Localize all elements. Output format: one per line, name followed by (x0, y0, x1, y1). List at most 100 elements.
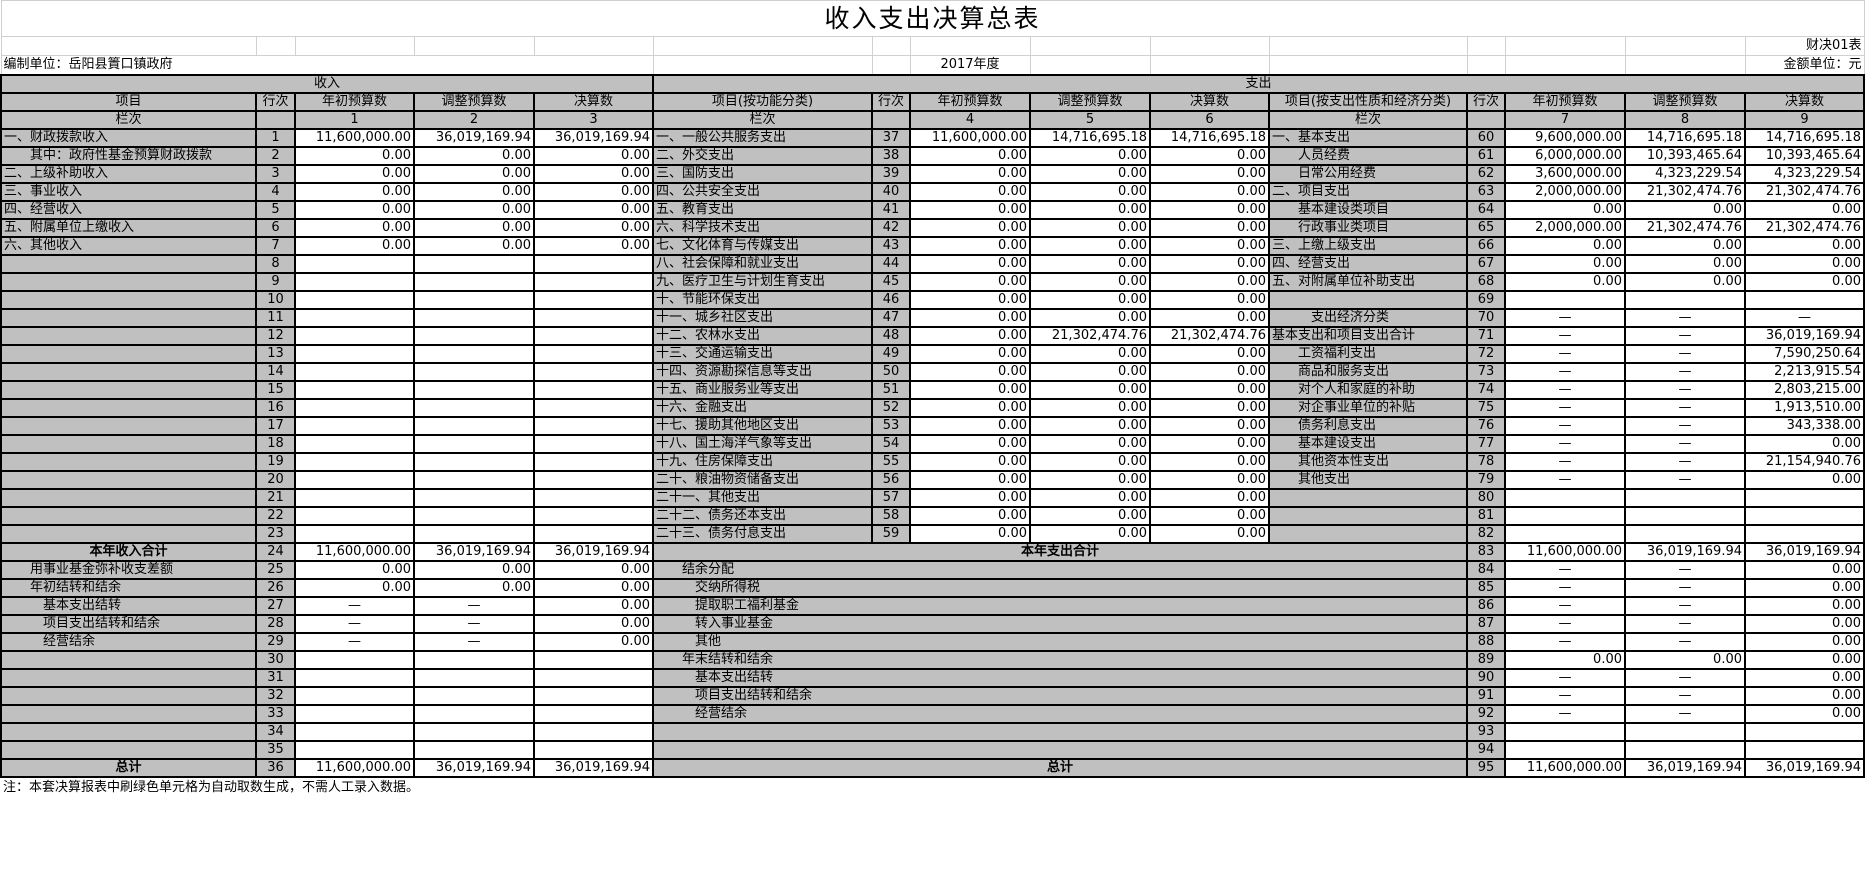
income-amount (533, 452, 654, 472)
income-amount (533, 362, 654, 382)
income-amount (413, 740, 535, 760)
function-expense-line-number: 37 (871, 128, 911, 148)
income-amount (413, 254, 535, 274)
economic-expense-amount (1744, 488, 1865, 508)
economic-expense-item-label: 工资福利支出 (1268, 344, 1468, 364)
income-line-number: 34 (255, 722, 296, 742)
economic-expense-line-number: 83 (1466, 542, 1506, 562)
table-row: 8 八、社会保障和就业支出 44 0.00 0.00 0.00 四、经营支出 67 0.00 0.… (0, 254, 1865, 274)
economic-expense-amount (1624, 290, 1746, 310)
income-amount (413, 362, 535, 382)
economic-expense-line-number: 69 (1466, 290, 1506, 310)
function-expense-amount: 0.00 (909, 470, 1031, 490)
function-expense-line-number: 47 (871, 308, 911, 328)
table-row: 9 九、医疗卫生与计划生育支出 45 0.00 0.00 0.00 五、对附属单位补助支出 6… (0, 272, 1865, 292)
income-item-label (0, 380, 257, 400)
economic-expense-line-number: 85 (1466, 578, 1506, 598)
table-row: 用事业基金弥补收支差额 25 0.00 0.00 0.00 结余分配 84— —0.00 (0, 560, 1865, 580)
income-line-number: 22 (255, 506, 296, 526)
function-expense-line-number: 59 (871, 524, 911, 544)
economic-expense-line-number: 60 (1466, 128, 1506, 148)
function-expense-amount: 0.00 (1149, 380, 1270, 400)
income-amount: 0.00 (413, 164, 535, 184)
economic-expense-amount: 0.00 (1624, 236, 1746, 256)
income-amount: 0.00 (533, 578, 654, 598)
economic-expense-amount: 3,600,000.00 (1504, 164, 1626, 184)
function-expense-amount: 0.00 (909, 182, 1031, 202)
economic-expense-amount (1504, 524, 1626, 544)
income-line-number: 2 (255, 146, 296, 166)
income-item-label: 其中：政府性基金预算财政拨款 (0, 146, 257, 166)
function-expense-amount: 11,600,000.00 (909, 128, 1031, 148)
expense-item-label: 经营结余 (652, 704, 1468, 724)
economic-expense-item-label: 债务利息支出 (1268, 416, 1468, 436)
income-amount (413, 722, 535, 742)
income-item-label (0, 686, 257, 706)
income-amount (294, 488, 415, 508)
function-expense-amount: 0.00 (1029, 236, 1151, 256)
income-amount (294, 380, 415, 400)
economic-expense-amount: 0.00 (1744, 668, 1865, 688)
economic-expense-amount: 0.00 (1744, 272, 1865, 292)
economic-expense-amount (1504, 488, 1626, 508)
table-row: 10 十、节能环保支出 46 0.00 0.00 0.00 69 (0, 290, 1865, 310)
economic-expense-amount: — (1624, 686, 1746, 706)
income-item-label (0, 434, 257, 454)
economic-expense-line-number: 92 (1466, 704, 1506, 724)
income-amount: 0.00 (413, 200, 535, 220)
economic-expense-amount (1624, 524, 1746, 544)
income-amount: 0.00 (294, 182, 415, 202)
function-expense-amount: 0.00 (1029, 434, 1151, 454)
column-header: 项目(按功能分类) (652, 92, 873, 112)
income-item-label (0, 416, 257, 436)
income-amount (413, 380, 535, 400)
table-row: 基本支出结转 27— —0.00 提取职工福利基金 86— —0.00 (0, 596, 1865, 616)
function-expense-line-number: 55 (871, 452, 911, 472)
income-item-label: 三、事业收入 (0, 182, 257, 202)
expense-item-label: 其他 (652, 632, 1468, 652)
economic-expense-item-label (1268, 290, 1468, 310)
income-amount (294, 470, 415, 490)
economic-expense-amount: 0.00 (1504, 254, 1626, 274)
income-amount (533, 704, 654, 724)
economic-expense-item-label: 日常公用经费 (1268, 164, 1468, 184)
economic-expense-amount: 4,323,229.54 (1624, 164, 1746, 184)
economic-expense-line-number: 73 (1466, 362, 1506, 382)
economic-expense-amount: — (1504, 344, 1626, 364)
function-expense-amount: 0.00 (909, 524, 1031, 544)
economic-expense-amount (1744, 524, 1865, 544)
function-expense-amount: 0.00 (1029, 416, 1151, 436)
column-number (871, 110, 911, 130)
economic-expense-amount: — (1624, 614, 1746, 634)
economic-expense-amount (1504, 740, 1626, 760)
column-header: 决算数 (1149, 92, 1270, 112)
function-expense-item-label: 一、一般公共服务支出 (652, 128, 873, 148)
column-header: 年初预算数 (1504, 92, 1626, 112)
economic-expense-line-number: 70 (1466, 308, 1506, 328)
column-number: 栏次 (0, 110, 257, 130)
economic-expense-amount: — (1504, 398, 1626, 418)
income-amount (413, 470, 535, 490)
expense-item-label (652, 722, 1468, 742)
economic-expense-amount (1624, 740, 1746, 760)
income-amount: — (294, 596, 415, 616)
economic-expense-item-label (1268, 506, 1468, 526)
fiscal-year: 2017年度 (909, 55, 1031, 76)
table-row: 13 十三、交通运输支出 49 0.00 0.00 0.00 工资福利支出 72— —7,59… (0, 344, 1865, 364)
economic-expense-item-label: 三、上缴上级支出 (1268, 236, 1468, 256)
table-row: 本年收入合计 24 11,600,000.00 36,019,169.94 36,019… (0, 542, 1865, 562)
economic-expense-item-label: 其他支出 (1268, 470, 1468, 490)
income-amount (413, 434, 535, 454)
income-amount: 36,019,169.94 (413, 758, 535, 778)
income-amount: 0.00 (533, 164, 654, 184)
income-amount: 0.00 (294, 200, 415, 220)
income-line-number: 35 (255, 740, 296, 760)
income-amount: 0.00 (533, 632, 654, 652)
income-amount: 11,600,000.00 (294, 758, 415, 778)
economic-expense-amount: 0.00 (1744, 470, 1865, 490)
function-expense-item-label: 二、外交支出 (652, 146, 873, 166)
table-row: 17 十七、援助其他地区支出 53 0.00 0.00 0.00 债务利息支出 76— —34… (0, 416, 1865, 436)
income-amount (533, 488, 654, 508)
economic-expense-amount: — (1624, 326, 1746, 346)
economic-expense-line-number: 94 (1466, 740, 1506, 760)
